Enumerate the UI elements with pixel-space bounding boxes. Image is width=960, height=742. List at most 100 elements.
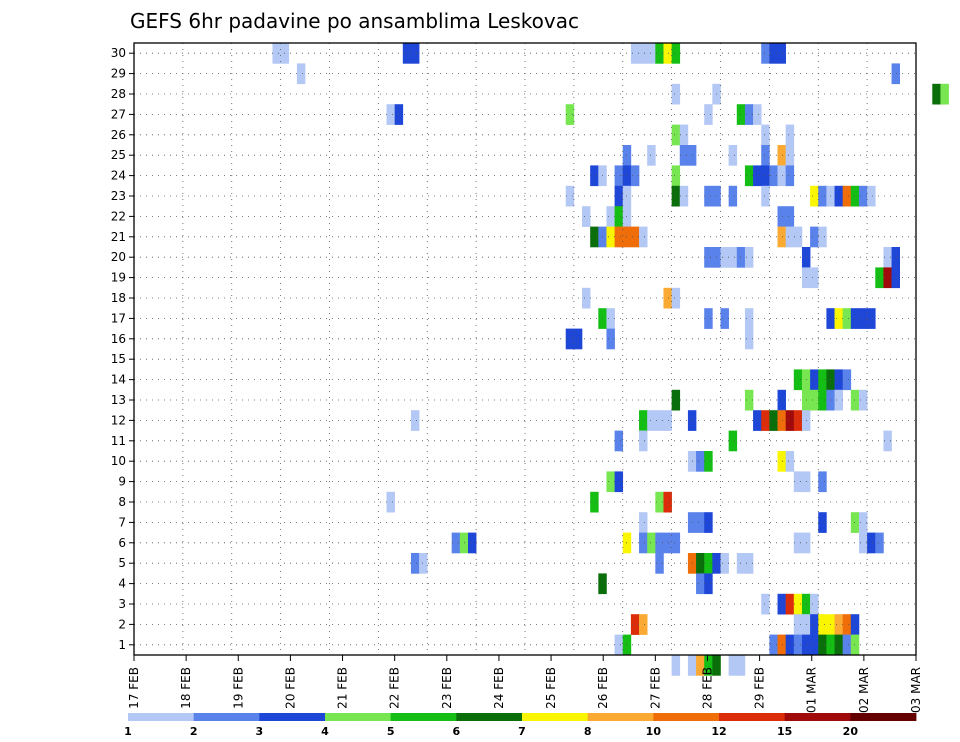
- heatmap-cell: [842, 185, 852, 207]
- heatmap-cell: [451, 532, 461, 554]
- x-tick-label: 23 FEB: [440, 667, 454, 709]
- heatmap-cell: [630, 43, 640, 64]
- heatmap-cell: [630, 165, 640, 187]
- heatmap-cell: [818, 614, 827, 635]
- y-tick-label: 21: [111, 230, 126, 244]
- heatmap-cell: [850, 308, 860, 329]
- heatmap-cell: [704, 573, 713, 595]
- y-tick-label: 20: [111, 250, 126, 264]
- heatmap-cell: [769, 43, 778, 64]
- heatmap-cell: [744, 553, 754, 574]
- heatmap-cell: [769, 165, 778, 187]
- legend-swatch: [850, 713, 917, 721]
- heatmap-cell: [818, 471, 827, 493]
- heatmap-cell: [761, 145, 770, 166]
- heatmap-cell: [883, 267, 892, 289]
- heatmap-cell: [639, 512, 648, 533]
- heatmap-cell: [850, 512, 860, 533]
- heatmap-cell: [639, 226, 648, 248]
- y-tick-label: 30: [111, 46, 126, 60]
- heatmap-cell: [671, 124, 681, 146]
- legend-swatch: [193, 713, 260, 721]
- heatmap-cell: [769, 410, 778, 431]
- heatmap-cell: [630, 226, 640, 248]
- legend-swatch: [587, 713, 654, 721]
- x-axis-ticks: 17 FEB 18 FEB 19 FEB 20 FEB 21 FEB 22 FEB 23 F…: [127, 655, 923, 713]
- heatmap-cells: [272, 43, 949, 676]
- heatmap-cell: [777, 165, 786, 187]
- legend-swatch: [653, 713, 720, 721]
- heatmap-cell: [728, 185, 738, 207]
- legend-swatch: [128, 713, 195, 721]
- heatmap-cell: [663, 410, 672, 431]
- heatmap-cell: [639, 430, 648, 452]
- heatmap-cell: [810, 593, 819, 615]
- heatmap-cell: [810, 634, 819, 656]
- heatmap-cell: [720, 553, 729, 574]
- heatmap-cell: [704, 185, 713, 207]
- legend-label: 5: [387, 725, 395, 738]
- heatmap-cell: [639, 43, 648, 64]
- y-tick-label: 14: [111, 373, 126, 387]
- heatmap-cell: [590, 226, 599, 248]
- heatmap-cell: [606, 308, 615, 329]
- heatmap-cell: [777, 206, 786, 227]
- heatmap-cell: [386, 104, 395, 125]
- heatmap-cell: [818, 226, 827, 248]
- legend-label: 2: [190, 725, 198, 738]
- heatmap-cell: [696, 512, 705, 533]
- y-tick-label: 28: [111, 87, 126, 101]
- legend-label: 12: [711, 725, 726, 738]
- heatmap-cell: [582, 206, 591, 227]
- heatmap-cell: [858, 308, 868, 329]
- heatmap-cell: [696, 451, 705, 472]
- heatmap-cell: [769, 634, 778, 656]
- heatmap-cell: [655, 43, 664, 64]
- y-tick-label: 8: [118, 495, 126, 509]
- heatmap-cell: [704, 451, 713, 472]
- legend-label: 1: [124, 725, 132, 738]
- heatmap-cell: [720, 308, 729, 329]
- legend-label: 4: [321, 725, 329, 738]
- y-tick-label: 1: [118, 638, 126, 652]
- x-tick-label: 18 FEB: [179, 667, 193, 709]
- x-tick-label: 25 FEB: [544, 667, 558, 709]
- x-tick-label: 29 FEB: [753, 667, 767, 709]
- heatmap-cell: [671, 287, 681, 309]
- heatmap-cell: [793, 634, 803, 656]
- heatmap-cell: [785, 451, 795, 472]
- y-tick-label: 25: [111, 148, 126, 162]
- heatmap-cell: [402, 43, 412, 64]
- heatmap-cell: [858, 532, 868, 554]
- y-tick-label: 7: [118, 515, 126, 529]
- y-tick-label: 12: [111, 413, 126, 427]
- heatmap-cell: [818, 389, 827, 411]
- heatmap-cell: [671, 43, 681, 64]
- y-axis-ticks: 1234567891011121314151617181920212223242…: [111, 46, 134, 652]
- heatmap-cell: [696, 573, 705, 595]
- heatmap-cell: [785, 206, 795, 227]
- legend-label: 8: [584, 725, 592, 738]
- heatmap-cell: [883, 430, 892, 452]
- y-tick-label: 27: [111, 107, 126, 121]
- heatmap-cell: [614, 471, 624, 493]
- heatmap-cell: [671, 655, 681, 676]
- heatmap-cell: [818, 512, 827, 533]
- heatmap-cell: [793, 226, 803, 248]
- heatmap-cell: [639, 614, 648, 635]
- heatmap-cell: [736, 655, 746, 676]
- legend-swatch: [259, 713, 326, 721]
- heatmap-cell: [810, 389, 819, 411]
- heatmap-cell: [696, 655, 705, 676]
- heatmap-cell: [785, 145, 795, 166]
- heatmap-cell: [858, 185, 868, 207]
- x-tick-label: 03 MAR: [909, 667, 923, 713]
- heatmap-cell: [696, 553, 705, 574]
- heatmap-cell: [565, 185, 575, 207]
- heatmap-cell: [728, 145, 738, 166]
- heatmap-cell: [932, 83, 941, 105]
- heatmap-cell: [704, 512, 713, 533]
- x-tick-label: 01 MAR: [805, 667, 819, 713]
- heatmap-cell: [590, 491, 599, 513]
- heatmap-cell: [810, 614, 819, 635]
